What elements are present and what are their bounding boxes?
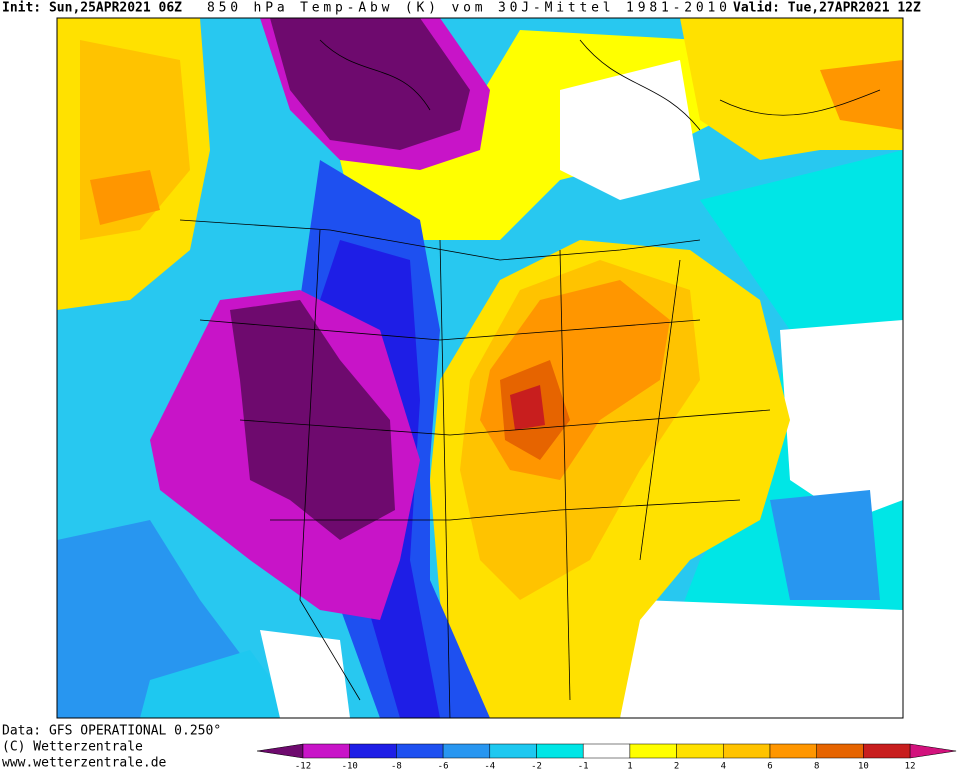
valid-time: Valid: Tue,27APR2021 12Z: [733, 1, 921, 16]
colorbar-segment: [769, 743, 817, 759]
colorbar-segment: [582, 743, 631, 759]
copyright: (C) Wetterzentrale: [2, 740, 143, 755]
colorbar-label: -2: [531, 762, 542, 770]
colorbar-segment: [489, 743, 537, 759]
map-frame: [56, 17, 904, 719]
data-source: Data: GFS OPERATIONAL 0.250°: [2, 724, 221, 739]
colorbar-label: 8: [814, 762, 819, 770]
colorbar-label: -10: [342, 762, 358, 770]
colorbar-lower-extension: [256, 743, 304, 759]
colorbar-segment: [536, 743, 584, 759]
colorbar-label: 10: [858, 762, 869, 770]
map-title: 850 hPa Temp-Abw (K) vom 30J-Mittel 1981…: [207, 1, 727, 16]
colorbar-label: 12: [905, 762, 916, 770]
colorbar-segment: [302, 743, 350, 759]
colorbar-label: 6: [767, 762, 772, 770]
website: www.wetterzentrale.de: [2, 756, 167, 770]
colorbar: -12 -10 -8 -6 -4 -2 -1 1 2 4 6 8 10 12: [256, 743, 957, 770]
colorbar-label: 2: [674, 762, 679, 770]
colorbar-label: -6: [438, 762, 449, 770]
map: [57, 18, 903, 718]
init-time: Init: Sun,25APR2021 06Z: [2, 1, 182, 16]
colorbar-segment: [723, 743, 771, 759]
colorbar-segment: [816, 743, 864, 759]
colorbar-label: -4: [484, 762, 495, 770]
colorbar-segment: [629, 743, 677, 759]
colorbar-segment: [442, 743, 491, 759]
colorbar-label: -8: [391, 762, 402, 770]
colorbar-upper-extension: [909, 743, 957, 759]
colorbar-label: -12: [295, 762, 311, 770]
colorbar-segment: [676, 743, 724, 759]
colorbar-segment: [349, 743, 397, 759]
colorbar-label: -1: [578, 762, 589, 770]
colorbar-segment: [396, 743, 444, 759]
colorbar-label: 1: [627, 762, 632, 770]
colorbar-label: 4: [721, 762, 726, 770]
colorbar-segment: [863, 743, 911, 759]
